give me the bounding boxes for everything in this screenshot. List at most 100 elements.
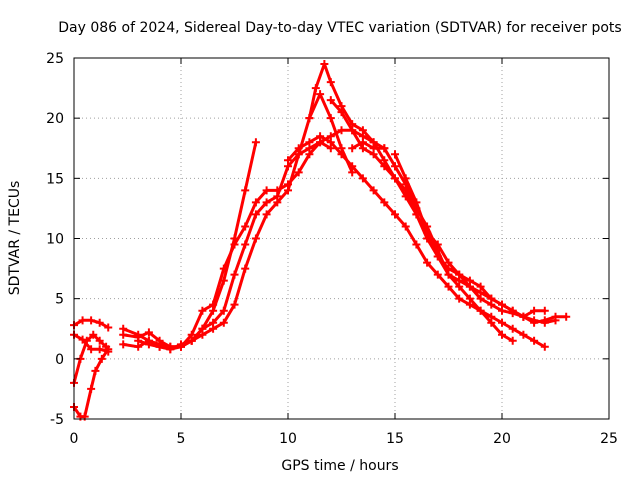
data-point (294, 144, 303, 153)
data-point (380, 198, 389, 207)
data-point (391, 210, 399, 219)
data-point (487, 318, 496, 327)
data-point (134, 336, 143, 345)
data-point (433, 252, 442, 261)
data-point (241, 240, 250, 249)
data-point (284, 186, 292, 195)
data-point (540, 306, 549, 315)
data-point (391, 150, 399, 159)
y-tick-label: 10 (46, 232, 64, 248)
y-tick-label: -5 (50, 412, 64, 428)
grid (74, 58, 609, 419)
data-point (508, 324, 517, 333)
data-point (104, 345, 113, 354)
data-point (89, 330, 98, 339)
series-pass-10 (307, 62, 557, 325)
data-point (284, 156, 292, 165)
data-point (316, 132, 325, 141)
data-point (401, 222, 410, 231)
series-pass-13 (393, 152, 515, 343)
data-point (144, 328, 153, 337)
data-point (187, 336, 196, 345)
x-tick-label: 25 (600, 431, 618, 447)
data-point (119, 340, 128, 349)
data-point (519, 312, 528, 321)
data-point (326, 96, 335, 105)
data-point (337, 150, 346, 159)
data-point (262, 210, 271, 219)
series-pass-1 (72, 333, 108, 385)
data-point (104, 323, 113, 332)
data-point (369, 186, 378, 195)
data-point (209, 324, 218, 333)
data-point (519, 330, 528, 339)
data-point (241, 222, 250, 231)
data-point (177, 342, 185, 351)
data-point (198, 306, 207, 315)
data-point (369, 144, 378, 153)
data-point (241, 186, 250, 195)
data-point (465, 294, 474, 303)
data-point (562, 312, 571, 321)
data-point (423, 258, 432, 267)
data-point (476, 306, 485, 315)
data-point (78, 335, 87, 344)
data-point (316, 90, 325, 99)
data-point (412, 240, 421, 249)
data-point (91, 366, 100, 375)
data-point (540, 342, 549, 351)
data-point (530, 318, 539, 327)
data-point (97, 354, 106, 363)
data-point (391, 174, 399, 183)
data-point (119, 330, 128, 339)
data-point (251, 198, 260, 207)
data-point (498, 300, 506, 309)
data-point (530, 336, 539, 345)
data-point (273, 198, 282, 207)
chart-title: Day 086 of 2024, Sidereal Day-to-day VTE… (58, 20, 621, 36)
data-point (95, 345, 104, 354)
data-point (498, 318, 506, 327)
data-point (262, 186, 271, 195)
data-point (95, 336, 104, 345)
data-point (294, 168, 303, 177)
data-point (444, 282, 453, 291)
y-axis-label: SDTVAR / TECUs (7, 181, 23, 296)
data-point (311, 84, 320, 93)
data-point (358, 126, 367, 135)
data-point (230, 240, 239, 249)
data-point (348, 144, 357, 153)
data-point (348, 162, 357, 171)
data-point (401, 174, 410, 183)
data-point (251, 210, 260, 219)
x-tick-label: 20 (493, 431, 511, 447)
data-point (337, 108, 346, 117)
data-point (358, 138, 367, 147)
data-point (380, 162, 389, 171)
y-tick-label: 0 (55, 352, 64, 368)
data-point (219, 318, 228, 327)
data-point (251, 138, 260, 147)
data-point (455, 282, 464, 291)
data-point (487, 294, 496, 303)
y-tick-label: 20 (46, 111, 64, 127)
data-point (423, 228, 432, 237)
x-tick-label: 10 (279, 431, 297, 447)
data-point (219, 264, 228, 273)
data-point (337, 126, 346, 135)
data-point (326, 114, 335, 123)
data-point (209, 300, 218, 309)
data-point (326, 138, 335, 147)
x-axis-label: GPS time / hours (281, 458, 398, 474)
data-point (155, 342, 164, 351)
data-point (320, 60, 329, 69)
data-point (508, 306, 517, 315)
data-point (465, 282, 474, 291)
data-point (219, 306, 228, 315)
data-point (444, 270, 453, 279)
y-tick-label: 15 (46, 171, 64, 187)
data-point (87, 316, 96, 325)
data-point (241, 264, 250, 273)
data-point (166, 345, 175, 354)
